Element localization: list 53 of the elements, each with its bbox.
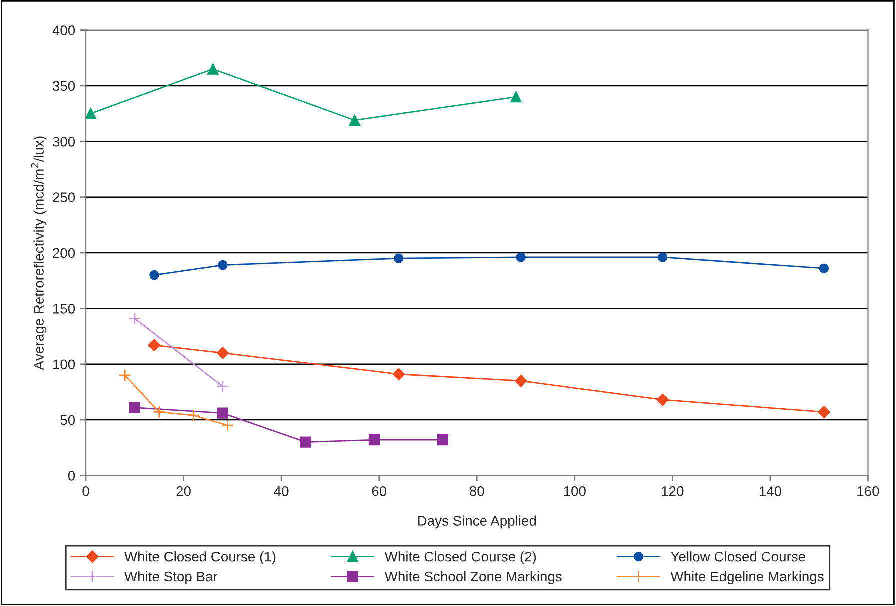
y-axis-title: Average Retroreflectivity (mcd/m$^{2}$/lux) (31, 136, 47, 370)
point (394, 254, 404, 264)
legend-label: White Closed Course (1) (124, 552, 276, 565)
x-tick-label: 60 (372, 486, 387, 496)
point (392, 368, 405, 380)
point (300, 436, 312, 448)
point (118, 369, 132, 382)
x-tick-label: 20 (176, 486, 191, 496)
point (86, 108, 96, 120)
point (216, 347, 229, 360)
point (656, 394, 669, 406)
point (818, 406, 830, 418)
legend-label: Yellow Closed Course (671, 552, 806, 562)
y-tick-label: 300 (52, 136, 76, 147)
y-tick-label: 200 (53, 248, 76, 258)
x-tick-label: 80 (470, 486, 484, 496)
point (515, 374, 528, 388)
x-tick-label: 120 (662, 486, 684, 496)
x-tick-label: 140 (760, 486, 782, 496)
y-tick-label: 400 (52, 26, 76, 36)
point (222, 419, 234, 432)
point (516, 252, 526, 262)
point (217, 408, 228, 419)
point (150, 270, 160, 280)
legend-label: White School Zone Markings (384, 571, 562, 584)
y-tick-label: 0 (68, 471, 76, 481)
point (437, 434, 448, 446)
point (216, 380, 230, 393)
point (218, 260, 228, 270)
x-tick-label: 160 (858, 486, 880, 496)
y-tick-label: 50 (60, 415, 76, 426)
legend-label: White Edgeline Markings (670, 571, 824, 584)
x-tick-label: 40 (274, 486, 289, 496)
legend-label: White Stop Bar (124, 571, 218, 584)
x-axis-title: Days Since Applied (418, 516, 536, 529)
y-tick-label: 350 (52, 81, 76, 92)
point (819, 264, 830, 274)
x-tick-label: 100 (564, 486, 586, 496)
y-tick-label: 250 (53, 192, 76, 202)
point (658, 252, 668, 262)
point (208, 64, 219, 75)
legend-label: White Closed Course (2) (384, 552, 536, 565)
point (349, 114, 360, 126)
point (148, 339, 161, 352)
point (153, 406, 166, 418)
point (128, 312, 142, 325)
point (510, 92, 522, 103)
point (129, 402, 140, 414)
y-tick-label: 100 (53, 360, 76, 370)
point (187, 409, 200, 422)
point (368, 434, 380, 446)
x-tick-label: 0 (82, 486, 90, 496)
y-tick-label: 150 (53, 304, 76, 314)
